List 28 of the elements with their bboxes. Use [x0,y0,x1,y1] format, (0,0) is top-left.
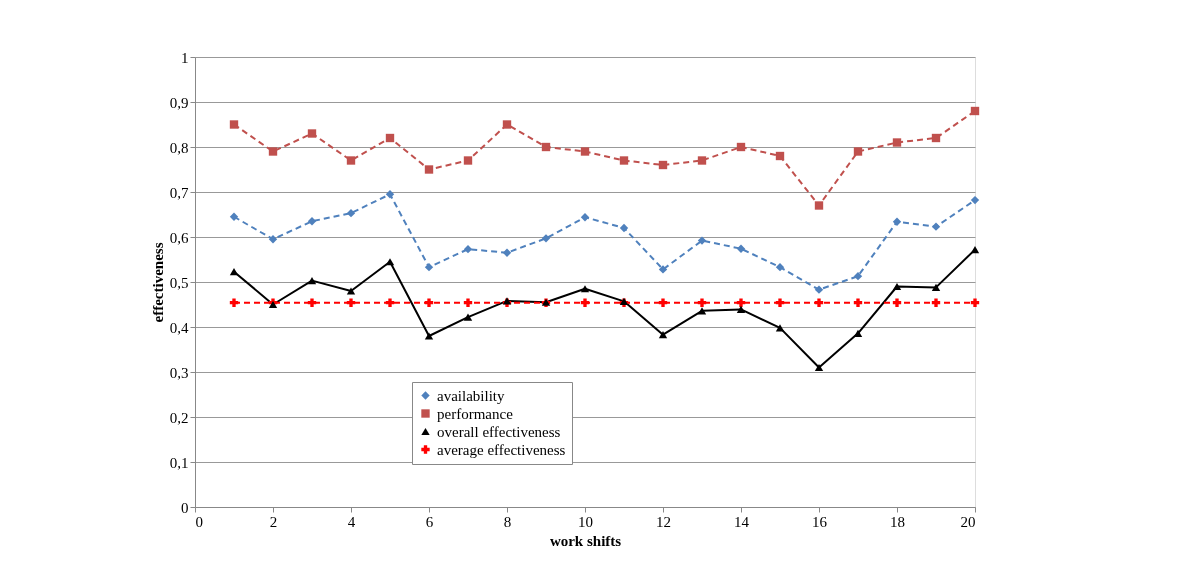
x-tick-label: 2 [269,513,278,530]
y-axis-title: effectiveness [149,242,166,323]
legend-label: availability [437,387,505,404]
x-tick-label: 18 [890,513,905,530]
y-tick-label: 0,3 [169,364,189,381]
y-tick-label: 0,7 [169,184,189,201]
x-tick-label: 16 [812,513,828,530]
y-tick-label: 0,2 [169,409,189,426]
x-tick-label: 10 [578,513,593,530]
y-tick-label: 1 [181,49,189,66]
y-tick-label: 0 [181,499,189,516]
y-tick-label: 0,5 [169,274,189,291]
x-tick-label: 12 [656,513,671,530]
legend-label: average effectiveness [437,441,566,458]
x-tick-label: 14 [734,513,750,530]
y-tick-label: 0,4 [169,319,189,336]
y-tick-label: 0,8 [169,139,189,156]
x-tick-label: 0 [195,513,203,530]
x-tick-label: 20 [960,513,976,530]
x-tick-label: 8 [503,513,512,530]
y-tick-label: 0,6 [169,229,189,246]
x-tick-label: 6 [425,513,434,530]
y-tick-label: 0,1 [169,454,189,471]
x-axis-title: work shifts [549,532,622,549]
x-tick-label: 4 [347,513,356,530]
legend-label: overall effectiveness [437,423,561,440]
y-tick-label: 0,9 [169,94,189,111]
legend-label: performance [437,405,514,422]
